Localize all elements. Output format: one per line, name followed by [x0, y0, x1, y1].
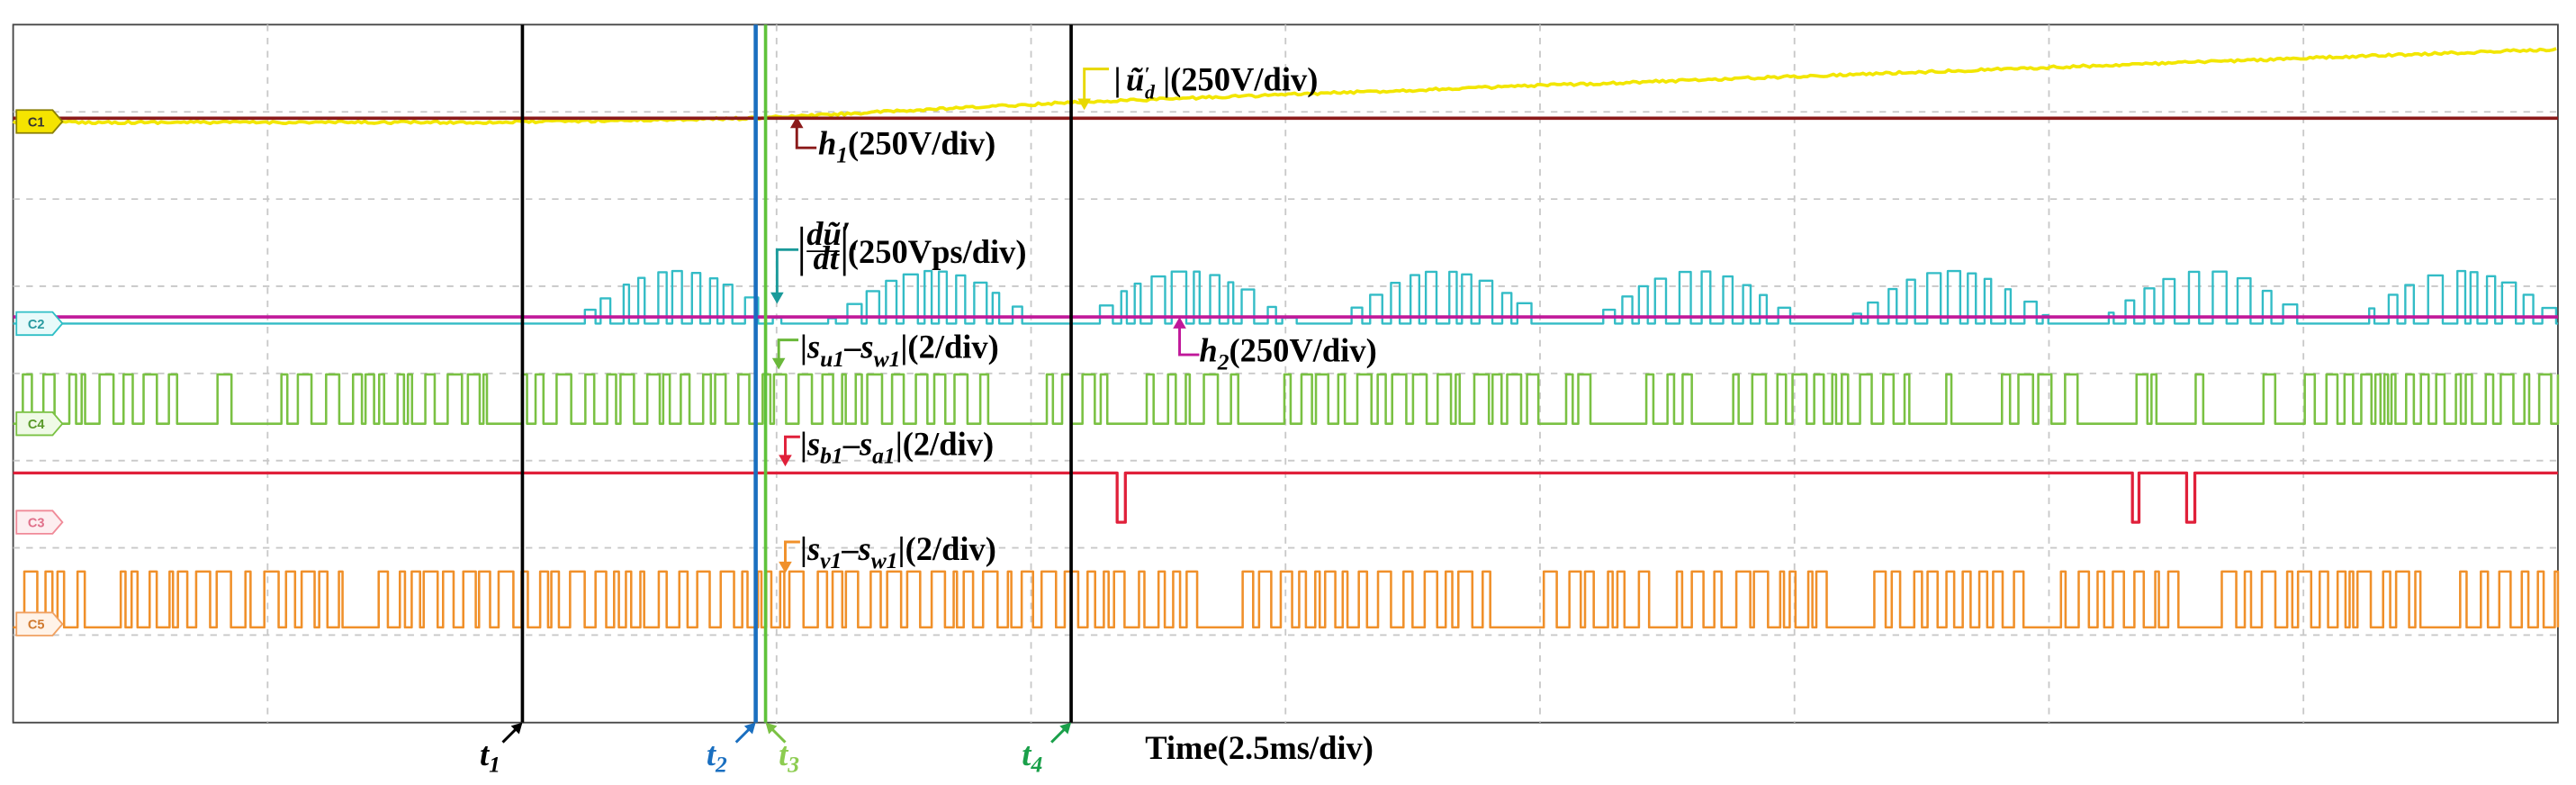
tag-c5	[15, 611, 64, 636]
trace-c2	[13, 269, 2558, 325]
t: |	[800, 425, 807, 462]
arrow-ud	[1083, 68, 1110, 105]
t: s	[806, 530, 820, 567]
t: 2	[1217, 348, 1229, 374]
tag-c1	[15, 109, 64, 134]
tag-c2	[15, 311, 64, 337]
t: |(2/div)	[896, 425, 994, 462]
t: |(250V/div)	[1155, 60, 1318, 97]
tag-c4	[15, 411, 64, 437]
t: |(2/div)	[898, 530, 996, 567]
arrow-head	[789, 116, 804, 129]
arrow-sba	[784, 435, 800, 462]
denominator: dt	[814, 239, 841, 276]
arrow-head	[743, 722, 756, 735]
arrow-h1	[795, 121, 817, 149]
arrow-head	[770, 292, 784, 304]
arrow-head	[765, 722, 778, 735]
arrow-h2	[1178, 321, 1200, 356]
t: a1	[872, 442, 896, 468]
t: –	[841, 530, 859, 567]
numerator: dũ′d	[806, 215, 857, 252]
arrow-head	[1173, 317, 1186, 329]
t: t	[779, 735, 789, 772]
t: s	[806, 425, 820, 462]
t: –	[842, 425, 860, 462]
arrow-svw	[784, 540, 800, 569]
tag-text: C4	[28, 418, 46, 432]
t: s	[858, 530, 871, 567]
t: d	[1145, 80, 1156, 103]
trace-c4	[13, 373, 2560, 425]
marker-t1: t1	[480, 735, 500, 777]
label-h1: h1(250V/div)	[818, 124, 995, 167]
arrow-head	[1059, 722, 1072, 735]
channel-tags: C1 C2 C4 C3 C5	[15, 109, 64, 636]
t: t	[1022, 735, 1032, 772]
t: (250Vps/div)	[848, 233, 1027, 270]
t: d	[851, 239, 857, 252]
t: v1	[820, 547, 842, 573]
time-label: Time(2.5ms/div)	[1145, 729, 1374, 766]
t: 4	[1030, 751, 1042, 777]
t: |	[1114, 60, 1121, 97]
arrow-head	[779, 455, 792, 467]
time-markers: t1 t2 t3 t4	[480, 722, 1072, 777]
t: 1	[489, 751, 500, 777]
t: 2	[715, 751, 727, 777]
t: u1	[820, 346, 844, 372]
arrow-head	[510, 722, 523, 735]
t: |(2/div)	[900, 329, 998, 365]
arrow-dudt	[775, 248, 799, 300]
arrow-suw	[777, 338, 799, 365]
traces	[12, 47, 2560, 629]
label-dudt: dũ′d dt (250Vps/div)	[800, 215, 1027, 276]
t: ′	[1144, 62, 1149, 85]
t: (250V/div)	[1229, 331, 1377, 368]
t: s	[859, 425, 872, 462]
t: ũ	[1126, 60, 1144, 97]
t: |	[800, 530, 807, 567]
trace-c1	[12, 47, 2557, 126]
grid	[13, 24, 2558, 723]
tag-text: C2	[28, 318, 45, 332]
arrow-heads	[770, 98, 1186, 573]
tag-text: C3	[28, 517, 45, 531]
label-h2: h2(250V/div)	[1199, 331, 1376, 374]
tag-text: C1	[28, 115, 45, 130]
arrow-head	[771, 357, 786, 370]
marker-t3: t3	[779, 735, 799, 777]
t: 1	[836, 142, 848, 168]
t: h	[1199, 331, 1217, 368]
annotation-arrows	[775, 68, 1200, 569]
trace-c3	[13, 471, 2558, 524]
marker-t4: t4	[1022, 735, 1042, 777]
t: t	[707, 735, 717, 772]
label-ud: | ũ′ d |(250V/div)	[1114, 60, 1319, 103]
t: –	[843, 329, 861, 365]
arrow-head	[779, 561, 792, 573]
arrow-head	[1077, 98, 1091, 111]
trace-c5	[13, 570, 2560, 629]
marker-t2: t2	[707, 735, 727, 777]
t: h	[818, 124, 836, 161]
label-svw: |sv1–sw1|(2/div)	[800, 530, 996, 573]
t: w1	[874, 346, 901, 372]
t: |	[800, 329, 807, 365]
label-suw: |su1–sw1|(2/div)	[800, 329, 999, 372]
label-sba: |sb1–sa1|(2/div)	[800, 425, 994, 468]
t: s	[860, 329, 873, 365]
t: s	[806, 329, 820, 365]
t: (250V/div)	[848, 124, 995, 161]
t: b1	[820, 442, 843, 468]
t: t	[480, 735, 491, 772]
tag-text: C5	[28, 618, 45, 633]
t: dũ′	[806, 215, 851, 252]
t: 3	[787, 751, 799, 777]
tag-c3	[15, 510, 64, 535]
t: w1	[871, 547, 898, 573]
